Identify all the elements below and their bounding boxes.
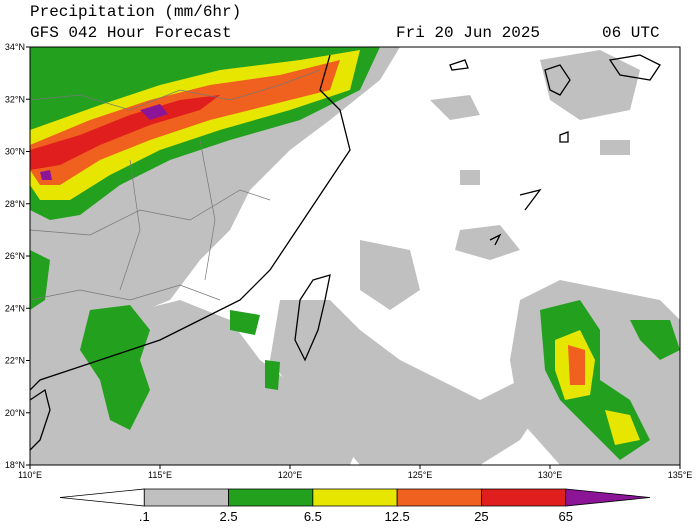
colorbar-segment — [396, 488, 482, 507]
colorbar-label: 2.5 — [220, 509, 238, 524]
colorbar: .1 2.5 6.5 12.5 25 65 — [59, 488, 651, 524]
colorbar-segment — [565, 488, 651, 507]
title: Precipitation (mm/6hr) — [30, 3, 241, 21]
lat-label: 26°N — [5, 251, 25, 261]
lat-label: 20°N — [5, 408, 25, 418]
lat-label: 22°N — [5, 356, 25, 366]
lon-label: 125°E — [408, 470, 433, 480]
colorbar-label: .1 — [139, 509, 150, 524]
colorbar-label: 25 — [474, 509, 488, 524]
colorbar-segment — [59, 488, 145, 507]
valid-date: Fri 20 Jun 2025 — [396, 24, 540, 42]
lon-label: 110°E — [18, 470, 42, 480]
colorbar-segment — [312, 488, 398, 507]
lon-label: 135°E — [668, 470, 693, 480]
colorbar-segment — [481, 488, 567, 507]
lat-label: 32°N — [5, 94, 25, 104]
subtitle: GFS 042 Hour Forecast — [30, 24, 232, 42]
precip-field — [30, 47, 680, 465]
lat-label: 30°N — [5, 147, 25, 157]
lat-label: 28°N — [5, 199, 25, 209]
colorbar-label: 12.5 — [384, 509, 409, 524]
lat-label: 18°N — [5, 460, 25, 470]
colorbar-segment — [228, 488, 314, 507]
colorbar-label: 65 — [558, 509, 572, 524]
lon-label: 130°E — [538, 470, 563, 480]
lat-label: 34°N — [5, 42, 25, 52]
colorbar-label: 6.5 — [304, 509, 322, 524]
axes: 34°N 32°N 30°N 28°N 26°N 24°N 22°N 20°N 18°N110°… — [5, 42, 692, 480]
lat-label: 24°N — [5, 303, 25, 313]
lon-label: 115°E — [148, 470, 172, 480]
lon-label: 120°E — [278, 470, 303, 480]
colorbar-segment — [143, 488, 229, 507]
valid-time: 06 UTC — [602, 24, 660, 42]
